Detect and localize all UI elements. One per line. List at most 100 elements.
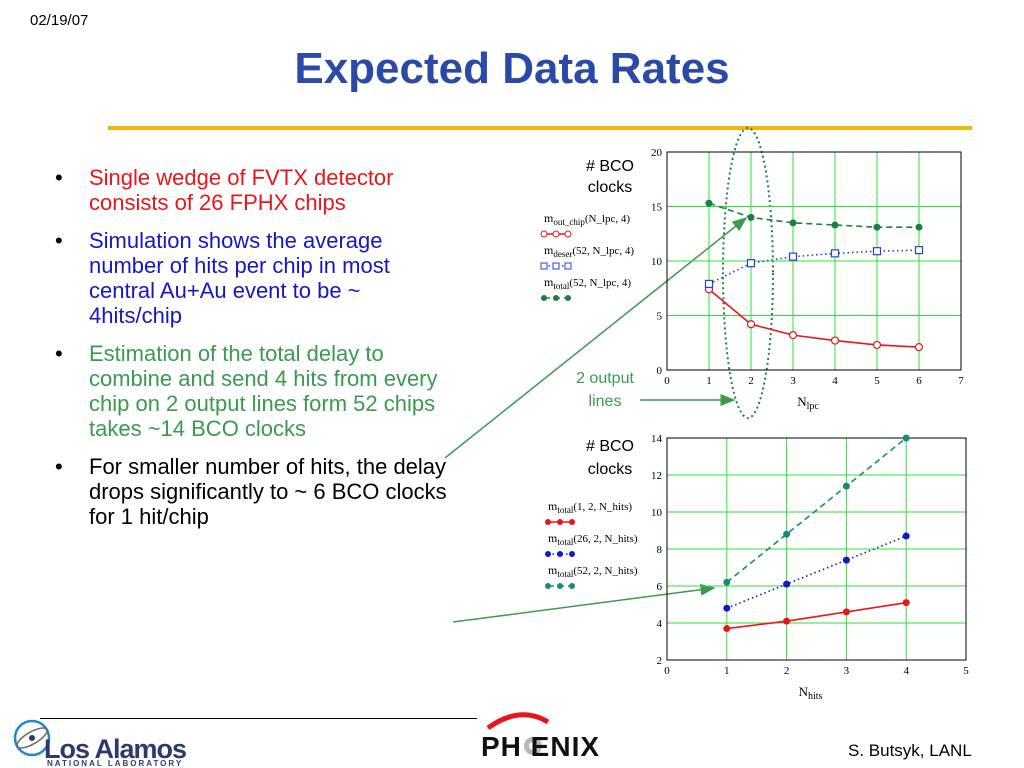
chart2-y-tick-label: 4 [657,618,663,630]
chart1-series-1-point [914,343,924,352]
chart1-x-tick-label: 2 [748,375,754,387]
chart1-series-1-line [708,288,920,348]
chart2-x-tick-label: 3 [844,665,850,677]
chart2-legend-marker [569,583,575,589]
chart1-series-1-point [830,336,840,345]
chart1-series-3-point [747,213,755,221]
chart1-series-3-point [705,199,713,207]
chart1-series-2-point [746,259,756,268]
chart1-series-3-point [831,221,839,229]
bullet-item-3: • Estimation of the total delay to combin… [55,341,455,441]
chart2-series-1-point [783,617,791,625]
output-lines-label-1: 2 output [576,370,634,387]
chart2-y-tick-label: 2 [657,655,663,667]
bullet-dot: • [55,341,63,366]
bco-label-top-2: clocks [588,179,632,196]
chart1-x-tick-label: 5 [874,375,880,387]
chart1-y-tick-label: 0 [657,365,663,377]
chart2-x-axis-label: Nhits [799,684,823,702]
chart1-legend-label-sub: out_chip [553,217,585,227]
chart2-legend-marker [545,551,551,557]
chart1-series-1-point [746,320,756,329]
chart1-legend-label-3: mtotal(52, N_lpc, 4) [544,275,631,291]
chart1-legend-marker [565,295,571,301]
chart1-series-3-point [873,223,881,231]
bco-label-bottom-2: clocks [588,461,632,478]
bullet-dot: • [55,228,63,253]
footer-divider [40,718,477,719]
chart2-legend-label-1: mtotal(1, 2, N_hits) [548,499,632,515]
chart2-series-1-point [723,625,731,633]
chart1-y-tick-label: 5 [657,311,663,323]
chart1-series-1-point [788,331,798,340]
chart2-legend-marker [545,519,551,525]
lanl-logo-mark [13,719,51,757]
bco-label-bottom-1: # BCO [586,438,634,455]
chart2-legend-label-sub: total [557,505,573,515]
chart1-series-3-point [915,223,923,231]
chart1-series-2-point [788,252,798,261]
chart2-y-tick-label: 8 [657,544,663,556]
chart1-legend-label-sub: deser [553,249,572,259]
bullet-dot: • [55,454,63,479]
slide-title: Expected Data Rates [294,44,730,93]
bullet-text-1: Single wedge of FVTX detector consists o… [89,165,394,215]
chart2-series-2-point [902,532,910,540]
chart1-legend-marker [553,295,559,301]
callout-arrow-top [444,217,748,459]
chart1-legend-label-sub: total [553,281,569,291]
chart2-series-2-point [723,604,731,612]
bullet-text-4: For smaller number of hits, the delay dr… [89,454,447,529]
chart2-series-1-line [726,601,907,630]
chart2-x-tick-label: 5 [963,665,969,677]
bullet-text-3: Estimation of the total delay to combine… [89,341,438,441]
chart1-legend-label-2: mdeser(52, N_lpc, 4) [544,243,634,259]
chart2-series-3-point [723,578,731,586]
chart2-series-1-point [842,608,850,616]
chart1-frame [666,151,962,371]
chart1-legend-label-args: (N_lpc, 4) [585,213,631,225]
bullet-dot: • [55,165,63,190]
chart1-x-axis-label: Nlpc [797,394,819,412]
chart2-x-tick-label: 2 [784,665,790,677]
chart1-legend-label-args: (52, N_lpc, 4) [569,277,631,289]
chart2-legend-label-args: (1, 2, N_hits) [573,501,632,513]
chart1-x-tick-label: 4 [832,375,838,387]
chart1-series-2-point [914,246,924,255]
chart1-legend-marker [541,295,547,301]
output-lines-label-2: lines [589,393,622,410]
chart2-legend-marker [569,551,575,557]
chart2-legend-label-3: mtotal(52, 2, N_hits) [548,563,638,579]
chart2-legend-marker [557,583,563,589]
author-credit: S. Butsyk, LANL [848,741,972,760]
lanl-logo-subtext: NATIONAL LABORATORY [47,759,184,768]
chart2-legend-marker [545,583,551,589]
bullet-item-2: • Simulation shows the average number of … [55,228,455,328]
bco-label-top-1: # BCO [586,158,634,175]
chart1-series-3-point [789,219,797,227]
chart2-series-2-point [842,556,850,564]
bullet-item-4: • For smaller number of hits, the delay d… [55,454,455,529]
chart1-y-tick-label: 15 [651,202,663,214]
chart1-series-2-point [872,247,882,256]
phenix-logo-text: PH ENIX [481,731,601,762]
chart2-x-axis-label-sub: hits [808,691,823,702]
chart2-frame [666,437,967,661]
chart2-series-1-point [902,599,910,607]
chart1-x-tick-label: 7 [958,375,964,387]
chart1-legend-marker [552,262,560,270]
chart1-legend-marker [552,230,560,238]
chart1-series-1-point [872,340,882,350]
bullet-list: • Single wedge of FVTX detector consists … [55,165,455,542]
chart1-legend-marker [540,230,548,238]
chart2-legend-marker [569,519,575,525]
chart2-y-tick-label: 10 [651,507,663,519]
slide-date: 02/19/07 [30,12,89,29]
chart1-y-tick-label: 20 [651,147,663,159]
chart1-series-2-line [708,249,920,285]
chart1-x-tick-label: 0 [664,375,670,387]
bullet-item-1: • Single wedge of FVTX detector consists … [55,165,455,215]
chart2-legend-label-args: (26, 2, N_hits) [573,533,638,545]
chart2-x-tick-label: 0 [664,665,670,677]
